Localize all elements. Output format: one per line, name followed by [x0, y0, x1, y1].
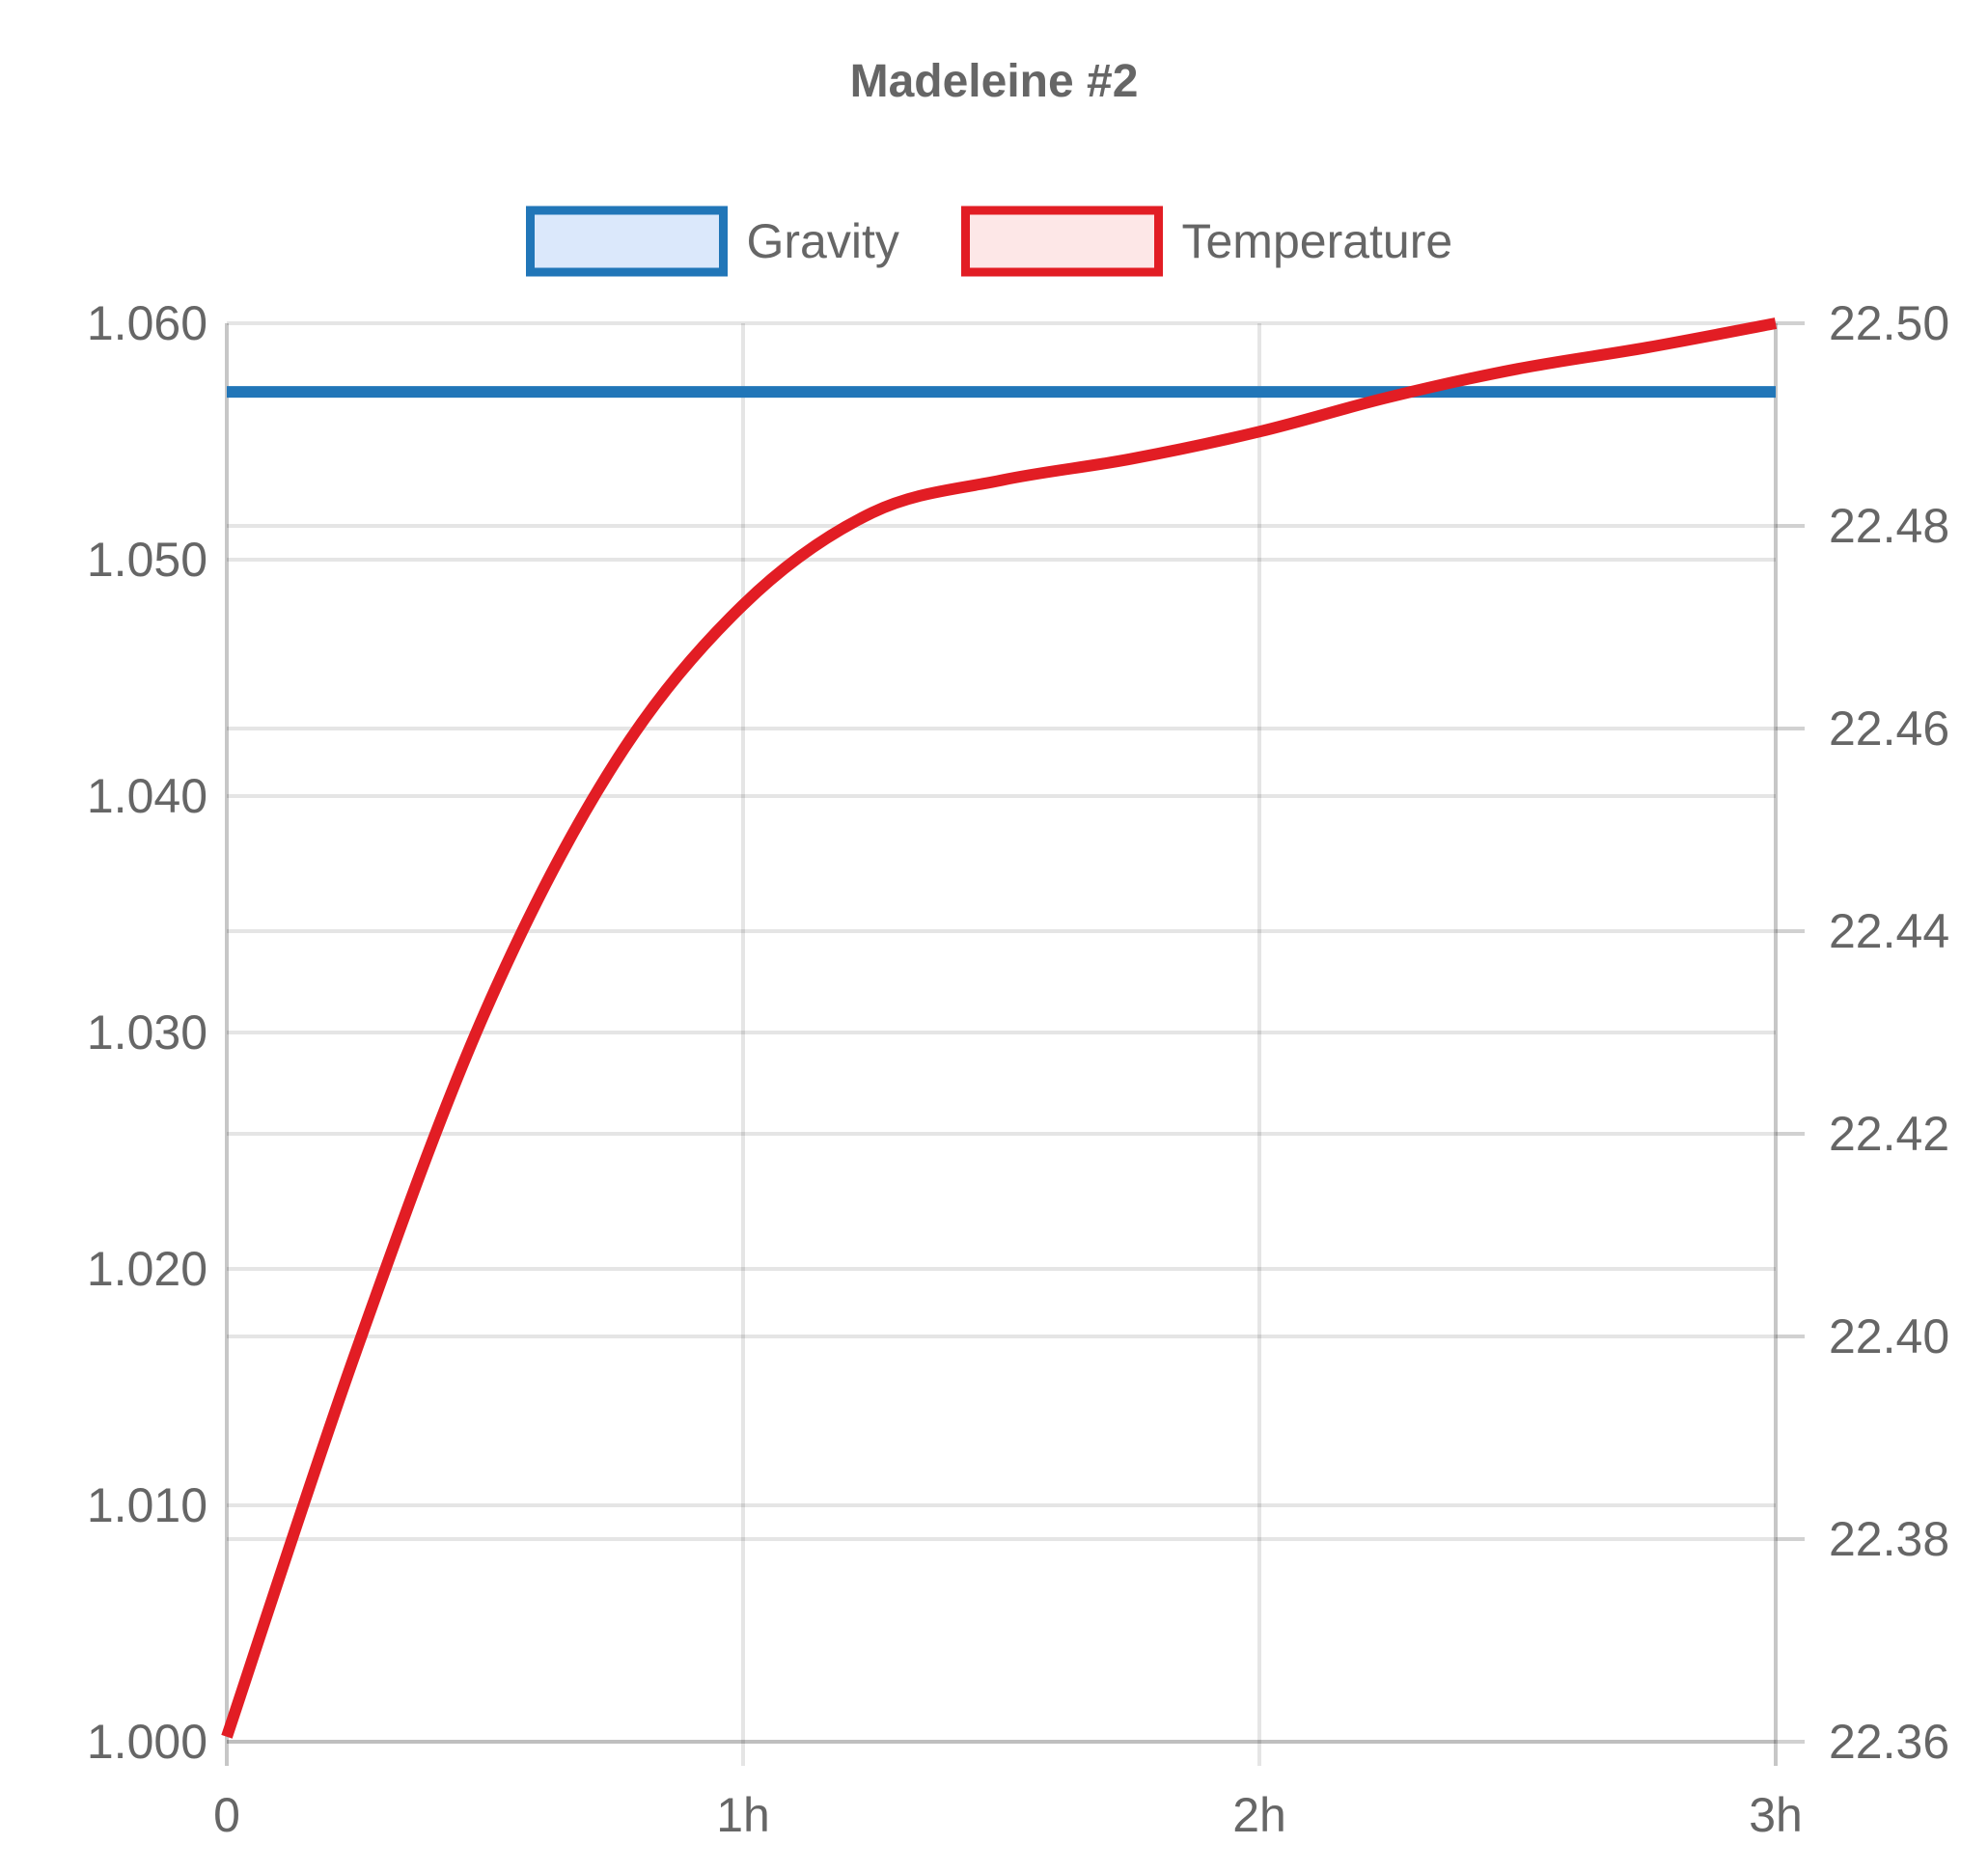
legend-swatch-gravity[interactable] — [526, 206, 728, 277]
legend-label-gravity[interactable]: Gravity — [747, 214, 899, 268]
series-layer — [221, 317, 1778, 1739]
y-left-tick-label: 1.000 — [87, 1715, 207, 1769]
y-right-tick-label: 22.48 — [1829, 499, 1949, 553]
chart-title: Madeleine #2 — [850, 56, 1139, 107]
y-right-tick-label: 22.42 — [1829, 1107, 1949, 1161]
y-left-tick-label: 1.010 — [87, 1478, 207, 1532]
y-right-tick-label: 22.46 — [1829, 702, 1949, 756]
y-left-tick-label: 1.030 — [87, 1005, 207, 1060]
legend-swatch-temperature[interactable] — [961, 206, 1163, 277]
axes: 1.000 1.010 1.020 1.030 1.040 1.050 1.060 22.36… — [87, 296, 1949, 1842]
y-right-tick-label: 22.50 — [1829, 296, 1949, 350]
x-tick-label: 3h — [1749, 1788, 1803, 1842]
x-tick-label: 0 — [213, 1788, 240, 1842]
y-left-tick-label: 1.020 — [87, 1242, 207, 1296]
y-right-tick-label: 22.40 — [1829, 1309, 1949, 1363]
y-right-tick-label: 22.36 — [1829, 1715, 1949, 1769]
y-right-tick-label: 22.38 — [1829, 1512, 1949, 1566]
y-right-tick-label: 22.44 — [1829, 904, 1949, 958]
y-left-tick-label: 1.040 — [87, 769, 207, 823]
temperature-series-line — [221, 317, 1778, 1739]
y-left-tick-label: 1.060 — [87, 296, 207, 350]
y-left-tick-label: 1.050 — [87, 533, 207, 587]
legend[interactable]: Gravity Temperature — [526, 206, 1453, 277]
x-tick-label: 1h — [716, 1788, 770, 1842]
x-tick-label: 2h — [1232, 1788, 1286, 1842]
legend-label-temperature[interactable]: Temperature — [1182, 214, 1453, 268]
grid — [225, 321, 1778, 1766]
